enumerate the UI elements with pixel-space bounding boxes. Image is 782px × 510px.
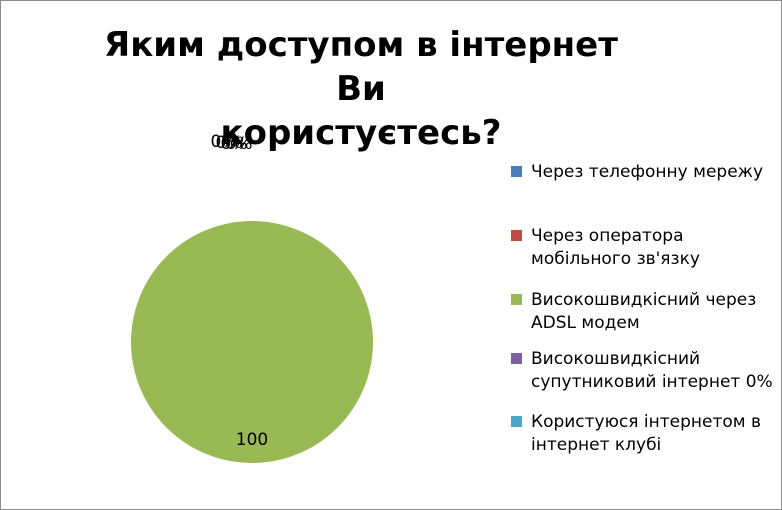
legend-swatch <box>511 294 522 305</box>
legend-swatch <box>511 166 522 177</box>
legend-label: Через оператора мобільного зв'язку <box>531 226 700 269</box>
legend-swatch <box>511 230 522 241</box>
legend-swatch <box>511 416 522 427</box>
chart-title: Яким доступом в інтернет Ви користуєтесь… <box>81 23 641 155</box>
legend-label: Користуюся інтернетом в інтернет клубі <box>531 412 762 455</box>
data-label-4: 0% <box>221 134 248 154</box>
legend-label: Через телефонну мережу <box>531 162 764 182</box>
data-label-1: 0% <box>211 132 238 152</box>
data-label-5: 0% <box>226 134 253 154</box>
chart-title-line-2: користуєтесь? <box>220 113 502 153</box>
data-label-2: 0% <box>216 133 243 153</box>
pie-slice-3 <box>131 221 373 463</box>
legend-swatch <box>511 353 522 364</box>
legend-label: Високошвидкісний супутниковий інтернет 0… <box>531 349 773 392</box>
legend-label: Високошвидкісний через ADSL модем <box>531 290 757 333</box>
chart-title-line-1: Яким доступом в інтернет Ви <box>104 25 618 109</box>
data-label-3: 100 <box>236 430 268 450</box>
